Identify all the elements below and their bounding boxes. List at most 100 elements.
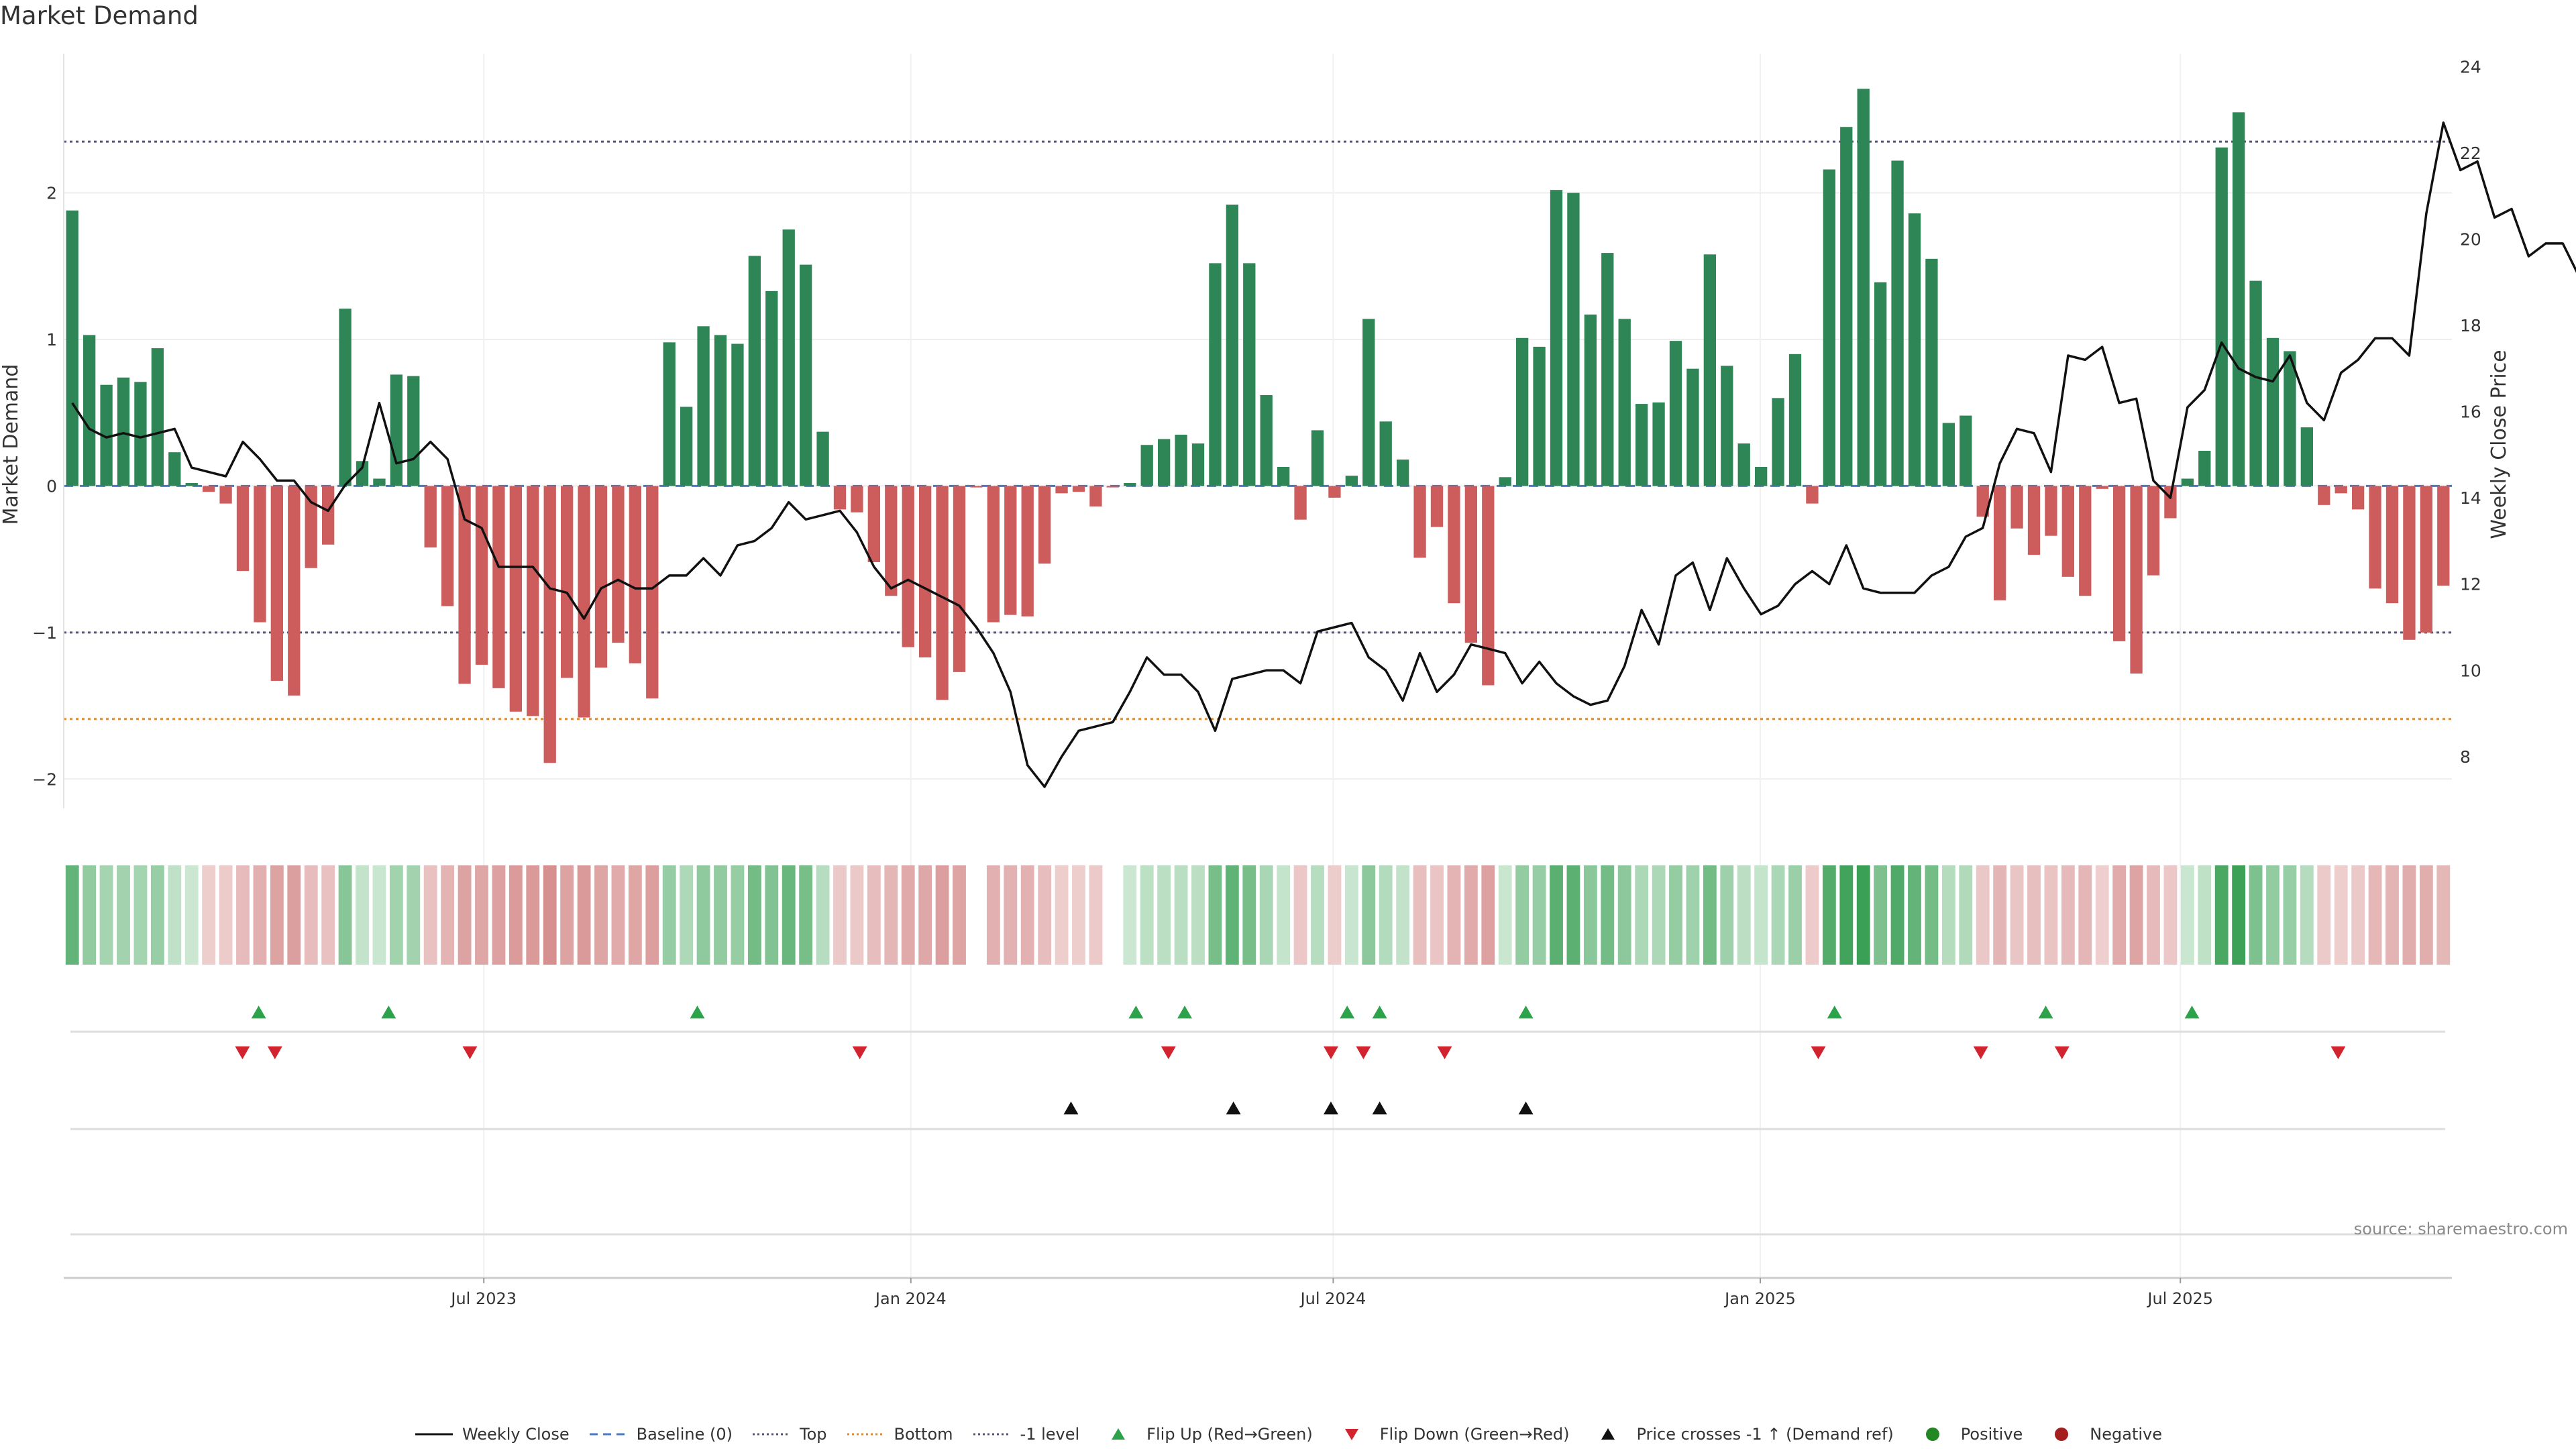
demand-bar	[1754, 467, 1768, 486]
heat-cell	[1225, 865, 1239, 965]
demand-bar	[560, 486, 574, 678]
legend-symbol-cross	[1588, 1426, 1628, 1442]
heat-cell	[611, 865, 625, 965]
demand-bar	[646, 486, 659, 699]
heat-cell	[1652, 865, 1666, 965]
demand-bar	[1004, 486, 1017, 615]
demand-bar	[2249, 280, 2262, 486]
demand-bar	[1089, 486, 1102, 506]
demand-bar	[151, 348, 164, 486]
heat-cell	[680, 865, 694, 965]
heat-cell	[953, 865, 966, 965]
demand-bar	[1772, 398, 1784, 486]
heat-cell	[1089, 865, 1103, 965]
heat-cell	[1242, 865, 1256, 965]
heat-cell	[1481, 865, 1495, 965]
heat-cell	[356, 865, 369, 965]
heat-cell	[2368, 865, 2382, 965]
demand-bar	[2045, 486, 2057, 536]
heat-cell	[1566, 865, 1580, 965]
heat-cell	[731, 865, 745, 965]
heat-cell	[2436, 865, 2451, 965]
heat-cell	[236, 865, 250, 965]
heat-cell	[2163, 865, 2178, 965]
heat-cell	[150, 865, 164, 965]
x-tick-label: Jan 2025	[1723, 1289, 1796, 1308]
legend-item-pos_dot: Positive	[1913, 1425, 2023, 1444]
demand-bar	[305, 486, 317, 568]
heat-cell	[594, 865, 608, 965]
price-cross-marker	[1226, 1102, 1241, 1115]
heat-cell	[1277, 865, 1291, 965]
demand-bar	[2010, 486, 2023, 529]
heat-cell	[747, 865, 761, 965]
legend-label: Top	[800, 1425, 827, 1444]
flip-down-marker	[1811, 1046, 1826, 1059]
heat-cell	[1413, 865, 1427, 965]
heat-cell	[1550, 865, 1563, 965]
demand-bar	[1055, 486, 1068, 494]
y-tick-label: −2	[32, 769, 57, 789]
demand-bar	[1328, 486, 1341, 498]
heat-cell	[799, 865, 813, 965]
heat-cell	[372, 865, 386, 965]
flip-up-marker	[1177, 1006, 1193, 1019]
heat-cell	[1072, 865, 1085, 965]
demand-bar	[1260, 394, 1273, 486]
heat-cell	[1311, 865, 1324, 965]
demand-bar	[66, 210, 78, 486]
flip-down-marker	[267, 1046, 282, 1059]
demand-bar	[833, 486, 847, 510]
legend-symbol-flip_down	[1332, 1426, 1372, 1442]
legend-item-flip_up: Flip Up (Red→Green)	[1098, 1425, 1313, 1444]
demand-bar	[219, 486, 232, 504]
demand-bar	[1925, 258, 1938, 486]
demand-bar	[117, 377, 130, 486]
demand-bar	[1448, 486, 1460, 604]
legend-label: Flip Up (Red→Green)	[1146, 1425, 1313, 1444]
legend-label: Bottom	[894, 1425, 953, 1444]
demand-bar	[373, 478, 386, 486]
demand-bar	[2079, 486, 2092, 596]
flip-down-marker	[2330, 1046, 2346, 1059]
x-tick-label: Jul 2025	[2146, 1289, 2213, 1308]
demand-bar	[1533, 346, 1546, 486]
flip-down-marker	[1356, 1046, 1371, 1059]
demand-bar	[270, 486, 284, 681]
heat-cell	[475, 865, 488, 965]
demand-bar	[1737, 443, 1750, 486]
heat-cell	[1788, 865, 1802, 965]
demand-bar	[1806, 486, 1819, 504]
heat-cell	[901, 865, 915, 965]
legend-label: Price crosses -1 ↑ (Demand ref)	[1636, 1425, 1894, 1444]
x-axis: Jul 2023 Jan 2024 Jul 2024 Jan 2025 Jul 2025	[64, 1277, 2452, 1308]
heat-cell	[1379, 865, 1393, 965]
heat-cell	[1737, 865, 1751, 965]
demand-bar	[1311, 430, 1324, 486]
heat-cell	[492, 865, 506, 965]
heat-cell	[270, 865, 284, 965]
heat-cell	[833, 865, 847, 965]
flip-down-marker	[462, 1046, 478, 1059]
x-tick-label: Jul 2023	[449, 1289, 517, 1308]
demand-bar	[697, 326, 710, 486]
heat-cell	[765, 865, 779, 965]
demand-bar	[441, 486, 454, 606]
price-cross-marker	[1323, 1102, 1338, 1115]
demand-bar	[2061, 486, 2075, 577]
demand-bar	[1072, 486, 1085, 492]
heat-cell	[628, 865, 642, 965]
demand-bar	[885, 486, 898, 596]
demand-bar	[1721, 366, 1733, 486]
demand-bar	[2181, 478, 2194, 486]
heat-cell	[1856, 865, 1870, 965]
demand-bar	[1942, 423, 1955, 486]
demand-bar	[475, 486, 488, 665]
heat-cell	[1822, 865, 1836, 965]
demand-bar	[356, 461, 369, 486]
demand-bar	[1874, 282, 1887, 486]
legend-label: -1 level	[1020, 1425, 1080, 1444]
heat-cell	[2147, 865, 2160, 965]
demand-bar	[2369, 486, 2381, 589]
demand-bar	[2437, 486, 2450, 586]
